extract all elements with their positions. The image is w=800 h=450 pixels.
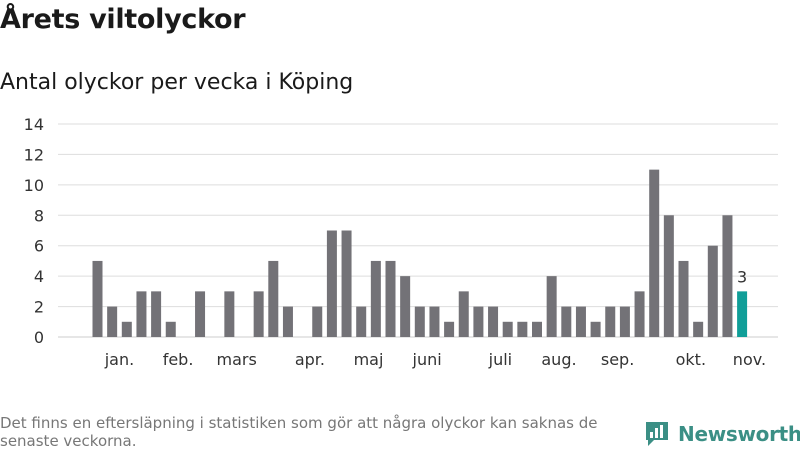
bar[interactable] — [429, 306, 440, 337]
bar[interactable] — [722, 215, 733, 337]
bar[interactable] — [649, 169, 660, 337]
bar-chart: 0 2 4 6 8 10 12 14 3 jan. feb. mars apr. maj juni jul… — [24, 115, 778, 369]
bar[interactable] — [165, 321, 176, 337]
bar[interactable] — [253, 291, 264, 337]
bar[interactable] — [151, 291, 162, 337]
bar[interactable] — [502, 321, 513, 337]
x-axis-ticks: jan. feb. mars apr. maj juni juli aug. sep. okt. n… — [104, 350, 766, 369]
y-axis-ticks: 0 2 4 6 8 10 12 14 — [24, 115, 44, 347]
bar[interactable] — [341, 230, 352, 338]
bar[interactable] — [444, 321, 455, 337]
brand-logo[interactable]: Newsworthy — [644, 420, 800, 448]
x-tick-label: jan. — [104, 350, 134, 369]
bar[interactable] — [370, 260, 381, 337]
bar[interactable] — [693, 321, 704, 337]
bar[interactable] — [326, 230, 337, 338]
x-tick-label: feb. — [163, 350, 194, 369]
bar[interactable] — [488, 306, 499, 337]
bar-highlight[interactable] — [737, 291, 748, 337]
bar[interactable] — [532, 321, 542, 337]
bar[interactable] — [121, 321, 132, 337]
bar[interactable] — [458, 291, 469, 337]
x-tick-label: juli — [488, 350, 512, 369]
bar[interactable] — [575, 306, 586, 337]
bar[interactable] — [619, 306, 630, 337]
bar[interactable] — [473, 306, 484, 337]
gridlines — [58, 123, 778, 338]
x-tick-label: nov. — [733, 350, 766, 369]
x-tick-label: okt. — [676, 350, 706, 369]
bar[interactable] — [136, 291, 147, 337]
y-tick-label: 8 — [34, 206, 44, 225]
bar[interactable] — [268, 260, 279, 337]
bar[interactable] — [356, 306, 367, 337]
y-tick-label: 12 — [24, 145, 44, 164]
bar[interactable] — [385, 260, 396, 337]
y-tick-label: 0 — [34, 328, 44, 347]
bar[interactable] — [561, 306, 572, 337]
bar[interactable] — [663, 215, 674, 337]
bar[interactable] — [107, 306, 118, 337]
x-tick-label: sep. — [601, 350, 634, 369]
bars: 3 — [92, 169, 748, 338]
bar[interactable] — [282, 306, 293, 337]
bar[interactable] — [517, 321, 528, 337]
footnote: Det finns en eftersläpning i statistiken… — [0, 414, 598, 450]
x-tick-label: apr. — [295, 350, 325, 369]
bar[interactable] — [92, 260, 103, 337]
bar[interactable] — [400, 276, 411, 337]
bar[interactable] — [224, 291, 235, 337]
y-tick-label: 14 — [24, 115, 44, 134]
bar[interactable] — [707, 245, 718, 337]
y-tick-label: 2 — [34, 298, 44, 317]
x-tick-label: aug. — [541, 350, 576, 369]
x-tick-label: mars — [217, 350, 257, 369]
brand-name: Newsworthy — [678, 422, 800, 446]
highlight-value-label: 3 — [737, 267, 747, 286]
x-tick-label: maj — [354, 350, 384, 369]
bar[interactable] — [605, 306, 616, 337]
y-tick-label: 4 — [34, 267, 44, 286]
bar-chart-logo-icon — [646, 422, 668, 446]
bar[interactable] — [195, 291, 206, 337]
x-tick-label: juni — [412, 350, 442, 369]
bar[interactable] — [678, 260, 689, 337]
bar[interactable] — [312, 306, 323, 337]
y-tick-label: 6 — [34, 237, 44, 256]
bar[interactable] — [590, 321, 601, 337]
bar[interactable] — [634, 291, 645, 337]
y-tick-label: 10 — [24, 176, 44, 195]
bar[interactable] — [414, 306, 425, 337]
chart-title: Årets viltolyckor — [0, 4, 246, 35]
chart-subtitle: Antal olyckor per vecka i Köping — [0, 70, 354, 95]
bar[interactable] — [546, 276, 557, 337]
